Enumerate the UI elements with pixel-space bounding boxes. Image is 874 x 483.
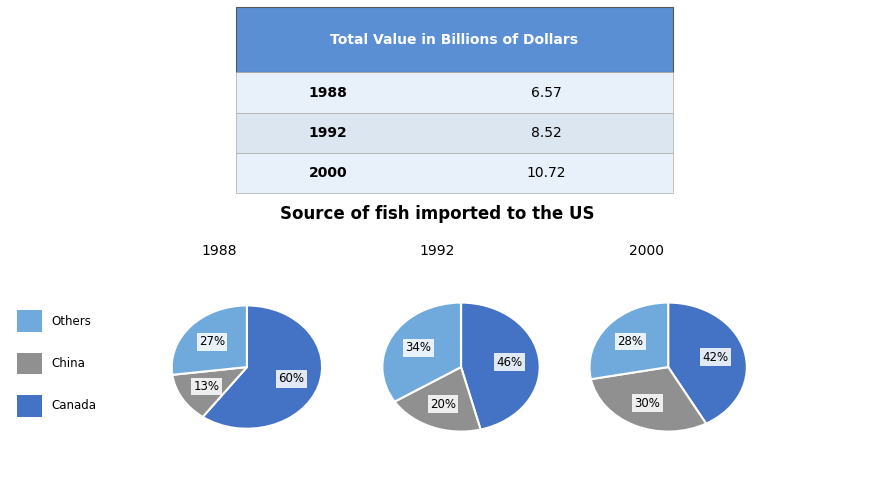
Text: 2000: 2000 [629, 244, 664, 258]
Text: Source of fish imported to the US: Source of fish imported to the US [280, 205, 594, 223]
Text: 46%: 46% [496, 355, 523, 369]
Text: 13%: 13% [194, 380, 219, 393]
Wedge shape [395, 367, 481, 432]
Text: 6.57: 6.57 [531, 85, 562, 99]
Text: 60%: 60% [278, 372, 304, 385]
Text: 28%: 28% [618, 335, 643, 348]
Text: 34%: 34% [406, 341, 431, 355]
Text: 1992: 1992 [309, 126, 347, 140]
Text: 1992: 1992 [420, 244, 454, 258]
Wedge shape [203, 305, 322, 429]
Wedge shape [383, 302, 461, 402]
Bar [17, 395, 42, 416]
Wedge shape [591, 367, 706, 432]
Text: Others: Others [52, 315, 92, 327]
Text: 27%: 27% [199, 335, 225, 348]
Wedge shape [668, 302, 746, 424]
Text: 30%: 30% [635, 397, 661, 410]
Bar [17, 311, 42, 332]
Text: Total Value in Billions of Dollars: Total Value in Billions of Dollars [330, 33, 579, 47]
Text: 20%: 20% [430, 398, 456, 411]
Text: 10.72: 10.72 [526, 166, 566, 180]
Text: Canada: Canada [52, 399, 97, 412]
Bar [17, 353, 42, 374]
Text: 1988: 1988 [201, 244, 237, 258]
Wedge shape [461, 302, 539, 429]
Wedge shape [172, 305, 247, 375]
Text: 1988: 1988 [309, 85, 347, 99]
Wedge shape [590, 302, 669, 379]
Text: 42%: 42% [703, 351, 728, 364]
Wedge shape [172, 367, 247, 417]
Text: China: China [52, 357, 86, 370]
Text: 2000: 2000 [309, 166, 347, 180]
Text: 8.52: 8.52 [531, 126, 562, 140]
